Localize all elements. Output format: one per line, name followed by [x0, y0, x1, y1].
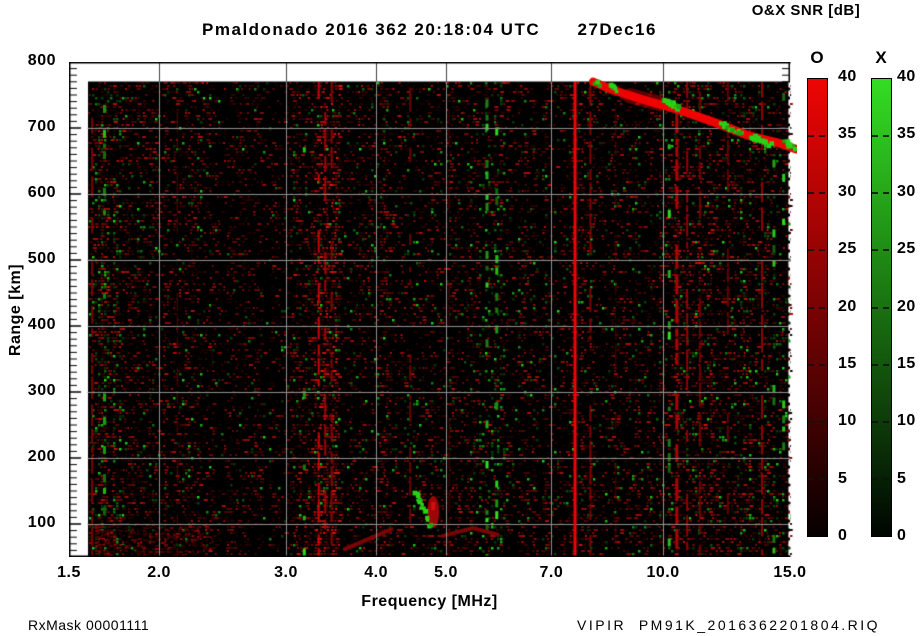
- colorbar-tick-mark: [883, 306, 889, 309]
- colorbar-o-header: O: [810, 48, 824, 67]
- y-tick-label: 400: [27, 316, 56, 333]
- colorbar-tick-mark: [872, 420, 878, 423]
- colorbar-tick-mark: [819, 249, 825, 252]
- colorbar-tick-mark: [883, 135, 889, 138]
- x-tick-label: 1.5: [57, 564, 81, 581]
- x-axis-label: Frequency [MHz]: [361, 593, 498, 610]
- colorbar-tick-label: 20: [838, 297, 857, 315]
- file-name-label: VIPIR PM91K_2016362201804.RIQ: [577, 617, 881, 633]
- page-title: Pmaldonado 2016 362 20:18:04 UTC 27Dec16: [202, 20, 657, 39]
- colorbar-tick-label: 15: [897, 354, 916, 372]
- colorbar-tick-label: 35: [838, 125, 857, 143]
- colorbar-tick-label: 30: [897, 182, 916, 200]
- colorbar-tick-label: 15: [838, 354, 857, 372]
- y-tick-label: 800: [27, 52, 56, 69]
- x-tick-label: 15.0: [773, 564, 807, 581]
- x-tick-label: 3.0: [274, 564, 298, 581]
- colorbar-tick-mark: [808, 249, 814, 252]
- colorbar-tick-label: 5: [897, 469, 907, 487]
- colorbar-title: O&X SNR [dB]: [751, 2, 861, 19]
- colorbar-tick-label: 20: [897, 297, 916, 315]
- colorbar-tick-mark: [819, 135, 825, 138]
- colorbar-tick-mark: [872, 192, 878, 195]
- colorbar-o-gradient: [807, 78, 828, 537]
- x-tick-label: 2.0: [147, 564, 171, 581]
- colorbar-tick-label: 25: [897, 240, 916, 258]
- colorbar-tick-label: 25: [838, 240, 857, 258]
- y-tick-label: 200: [27, 448, 56, 465]
- rxmask-label: RxMask 00001111: [28, 617, 150, 633]
- colorbar-tick-mark: [872, 249, 878, 252]
- x-tick-label: 7.0: [539, 564, 564, 581]
- colorbar-tick-label: 40: [897, 68, 916, 85]
- colorbar-tick-mark: [872, 306, 878, 309]
- colorbar-tick-mark: [883, 249, 889, 252]
- colorbar-x-header: X: [875, 48, 887, 67]
- colorbar-tick-mark: [808, 477, 814, 480]
- y-tick-label: 300: [27, 382, 56, 399]
- colorbar-tick-mark: [808, 363, 814, 366]
- colorbar-tick-mark: [808, 135, 814, 138]
- colorbar-tick-mark: [883, 477, 889, 480]
- y-tick-label: 100: [27, 514, 56, 531]
- colorbar-tick-mark: [872, 135, 878, 138]
- ionogram-plot-canvas: [69, 62, 797, 557]
- colorbar-tick-mark: [808, 420, 814, 423]
- colorbar-tick-mark: [819, 420, 825, 423]
- y-tick-label: 700: [27, 118, 56, 135]
- colorbar-tick-mark: [872, 477, 878, 480]
- colorbar-tick-label: 10: [897, 412, 916, 430]
- colorbar-tick-mark: [819, 192, 825, 195]
- colorbar-x-gradient: [871, 78, 892, 537]
- colorbar-tick-mark: [883, 192, 889, 195]
- x-tick-label: 5.0: [434, 564, 458, 581]
- colorbar-tick-label: 30: [838, 182, 857, 200]
- colorbar-tick-mark: [819, 363, 825, 366]
- colorbar-tick-label: 0: [897, 527, 907, 544]
- colorbar-tick-mark: [872, 363, 878, 366]
- x-tick-label: 10.0: [646, 564, 680, 581]
- y-tick-label: 600: [27, 184, 56, 201]
- y-axis-label: Range [km]: [7, 263, 24, 357]
- x-tick-label: 4.0: [364, 564, 388, 581]
- colorbar-tick-label: 35: [897, 125, 916, 143]
- colorbar-tick-mark: [883, 363, 889, 366]
- colorbar-tick-mark: [819, 477, 825, 480]
- colorbar-tick-mark: [819, 306, 825, 309]
- colorbar-tick-label: 10: [838, 412, 857, 430]
- colorbar-tick-mark: [808, 192, 814, 195]
- colorbar-tick-label: 40: [838, 68, 857, 85]
- y-tick-label: 500: [27, 250, 56, 267]
- colorbar-tick-label: 0: [838, 527, 848, 544]
- colorbar-tick-mark: [883, 420, 889, 423]
- colorbar-tick-label: 5: [838, 469, 848, 487]
- colorbar-tick-mark: [808, 306, 814, 309]
